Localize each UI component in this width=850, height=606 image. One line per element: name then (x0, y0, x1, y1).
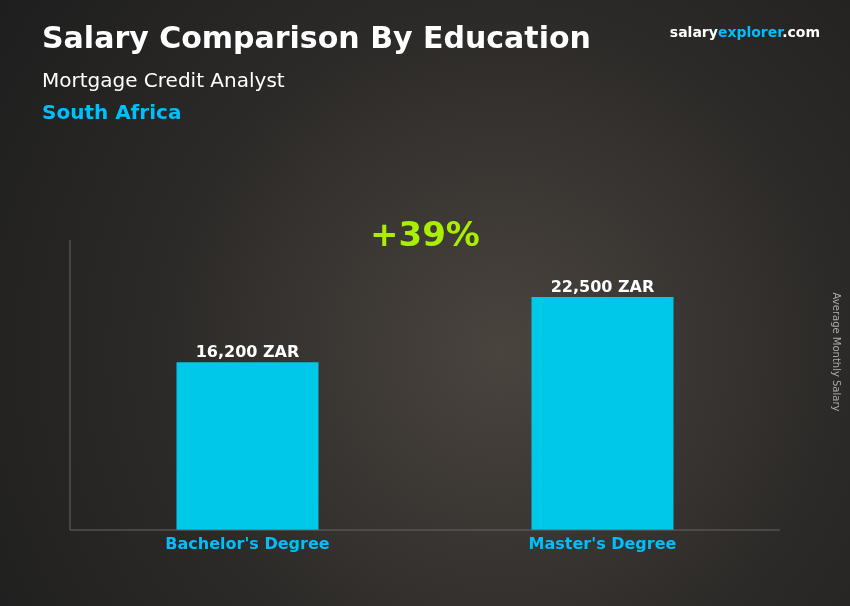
html-text:salary explorer.com: salary explorer.com (669, 24, 820, 40)
html-text:Average Monthly Salary: Average Monthly Salary (830, 292, 842, 412)
html-text:South Africa: South Africa (42, 100, 182, 124)
html-text:+39%: +39% (370, 214, 480, 254)
html-text:Salary Comparison By Education: Salary Comparison By Education (42, 20, 591, 55)
svg-text:Bachelor's Degree: Bachelor's Degree (165, 534, 329, 553)
svg-text:Master's Degree: Master's Degree (529, 534, 677, 553)
svg-text:16,200 ZAR: 16,200 ZAR (196, 342, 300, 361)
html-text:Mortgage Credit Analyst: Mortgage Credit Analyst (42, 68, 285, 92)
svg-text:22,500 ZAR: 22,500 ZAR (551, 277, 655, 296)
